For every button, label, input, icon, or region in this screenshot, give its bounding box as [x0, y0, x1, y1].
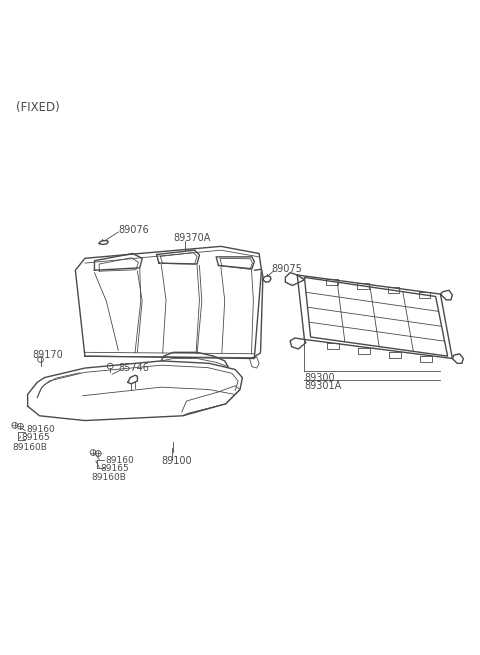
Text: 89165: 89165 [101, 464, 130, 473]
Text: 89300: 89300 [304, 373, 335, 383]
Text: 85746: 85746 [118, 363, 149, 373]
Text: 89076: 89076 [118, 225, 149, 234]
Text: 89170: 89170 [33, 350, 63, 360]
Text: (FIXED): (FIXED) [16, 101, 60, 114]
Text: 89370A: 89370A [173, 233, 211, 243]
Text: 89075: 89075 [271, 264, 302, 274]
Text: 89160: 89160 [106, 456, 134, 464]
Text: 89165: 89165 [22, 433, 50, 441]
Text: 89160: 89160 [26, 424, 55, 434]
Text: 89100: 89100 [161, 456, 192, 466]
Text: 89160B: 89160B [12, 443, 47, 452]
Text: 89301A: 89301A [304, 381, 342, 391]
Text: 89160B: 89160B [91, 474, 126, 482]
